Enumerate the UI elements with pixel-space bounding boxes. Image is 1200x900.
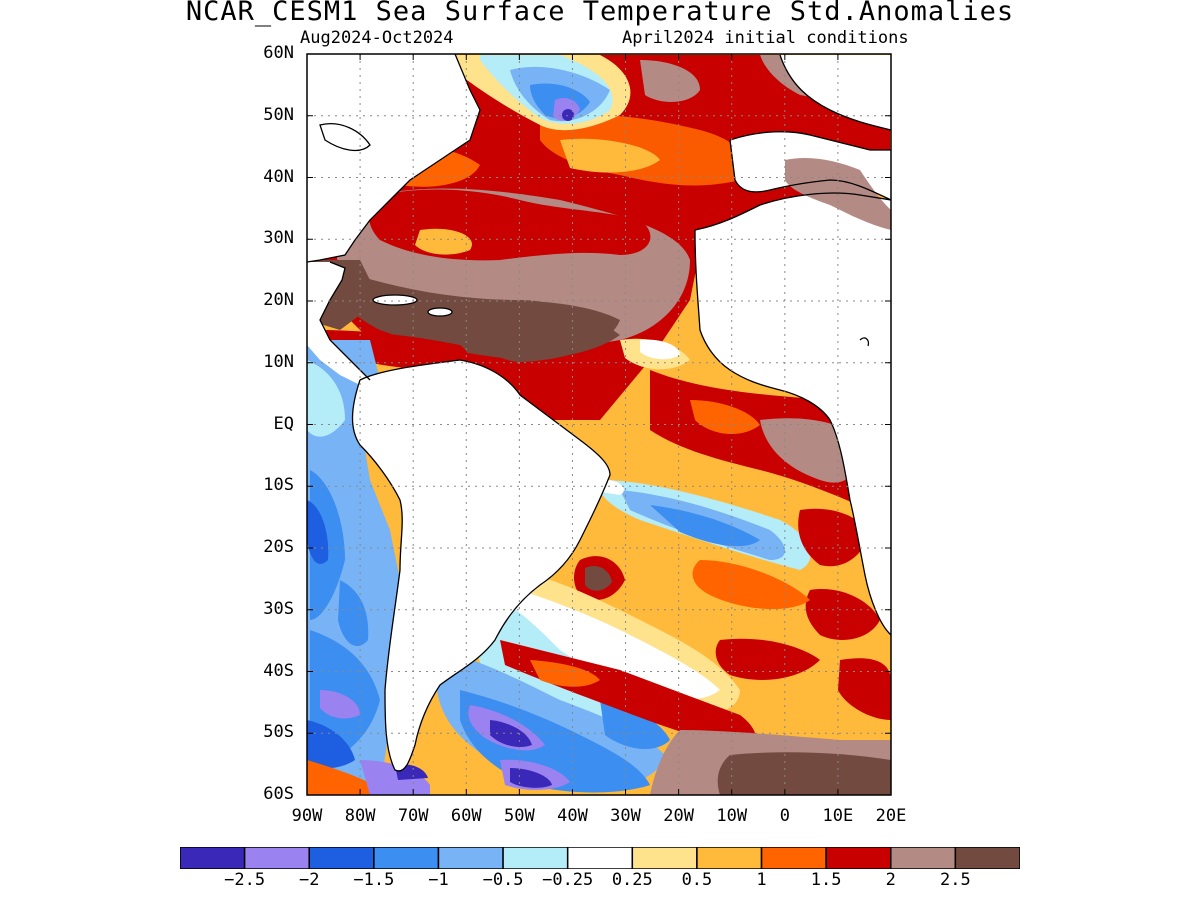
colorbar-swatch [954,847,1020,869]
lat-label: 40N [263,166,294,187]
colorbar-label: −0.5 [482,870,524,890]
lon-label: 20E [875,806,907,826]
lon-label: 40W [557,806,588,826]
colorbar-swatch [437,847,504,869]
gridlines [307,54,891,795]
colorbar-label: 0.5 [681,870,713,890]
colorbar [180,847,1020,869]
colorbar-label: 0.25 [611,870,653,890]
colorbar-swatch [825,847,892,869]
map-title: NCAR_CESM1 Sea Surface Temperature Std.A… [185,0,1015,27]
lat-label: 60N [263,43,294,63]
lon-label: 60W [450,806,482,826]
lat-label: 20N [263,290,294,310]
lat-label: 10S [263,475,294,496]
colorbar-label: −1 [428,870,449,890]
colorbar-swatch [243,847,310,869]
colorbar-swatch [890,847,957,869]
colorbar-swatch [631,847,698,869]
colorbar-label: −1.5 [353,870,395,890]
colorbar-label: −2 [298,870,320,890]
lon-label: 50W [504,806,535,826]
colorbar-swatch [696,847,763,869]
lon-label: 30W [610,806,641,826]
coastlines [307,54,891,772]
colorbar-label: 2.5 [940,870,971,890]
lat-label: 20S [263,537,294,557]
lon-label: 10E [822,806,854,826]
colorbar-swatch [760,847,827,869]
colorbar-swatch [373,847,440,869]
lon-label: 70W [397,806,429,826]
lon-label: 90W [291,806,323,826]
colorbar-label: −2.5 [224,870,266,890]
lon-label: 20W [663,806,694,826]
lon-label: 10W [716,806,748,826]
colorbar-swatch [566,847,634,869]
anomaly-field [307,54,891,795]
lat-label: 40S [263,660,294,681]
colorbar-swatch [308,847,375,869]
colorbar-swatch [180,847,246,869]
lon-label: 0 [779,806,790,826]
forecast-period: Aug2024-Oct2024 [300,28,454,48]
lat-label: 30N [263,228,294,249]
lat-label: 60S [263,784,294,804]
lat-label: EQ [273,413,294,434]
colorbar-label: 2 [885,870,896,890]
lat-label: 10N [263,351,294,372]
map-frame [306,53,892,796]
lon-label: 80W [344,806,376,826]
colorbar-label: 1.5 [810,870,842,890]
lat-label: 30S [263,598,294,619]
colorbar-swatch [502,847,569,869]
colorbar-label: 1 [756,870,767,890]
colorbar-label: −0.25 [542,870,594,890]
lat-label: 50S [263,722,294,743]
lat-label: 50N [263,104,294,125]
initial-conditions: April2024 initial conditions [622,28,909,48]
